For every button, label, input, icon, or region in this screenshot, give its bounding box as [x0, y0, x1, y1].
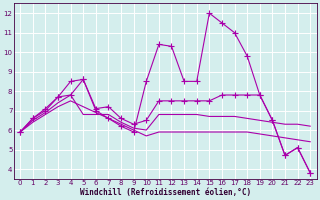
X-axis label: Windchill (Refroidissement éolien,°C): Windchill (Refroidissement éolien,°C)	[80, 188, 251, 197]
